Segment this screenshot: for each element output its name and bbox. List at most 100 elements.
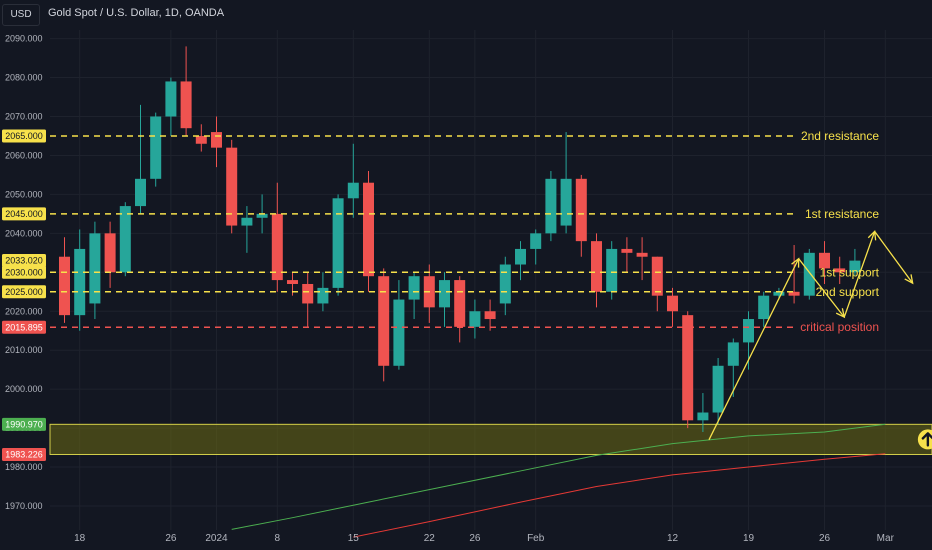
y-tick-label: 2000.000 [5, 384, 43, 394]
candle-body [195, 135, 207, 144]
candle-body [59, 256, 70, 316]
y-tick-label: 2050.000 [5, 189, 43, 199]
candle [803, 248, 815, 300]
candle-body [165, 81, 177, 117]
candle-body [74, 248, 86, 316]
candle-body [408, 276, 420, 300]
candle [195, 124, 207, 152]
candle [271, 182, 283, 292]
candle-body [651, 256, 663, 296]
candle [135, 104, 146, 214]
candle [788, 245, 800, 304]
x-tick-label: 19 [743, 533, 755, 544]
candle-body [819, 252, 830, 269]
candle-body [591, 241, 602, 292]
candle-body [636, 252, 648, 257]
candle-body [515, 248, 526, 265]
candle-body [135, 178, 146, 207]
candle-body [621, 248, 633, 253]
candle-body [758, 295, 770, 320]
candle-body [803, 252, 815, 296]
price-tag-text: 1983.226 [5, 450, 43, 460]
candle-body [241, 217, 253, 226]
level-label: 1st support [820, 265, 880, 279]
candle-body [530, 233, 542, 249]
price-tag: 2025.000 [2, 285, 46, 299]
candle-body [743, 319, 754, 343]
candle [651, 256, 663, 312]
x-axis: 182620248152226Feb121926Mar11 [74, 533, 894, 544]
arrow-shaft [874, 231, 914, 284]
candle-body [560, 178, 572, 226]
candle [332, 194, 344, 296]
candle-body [119, 206, 131, 273]
candle-body [150, 116, 162, 179]
candle-body [545, 178, 557, 234]
candle [378, 268, 390, 382]
candle [712, 357, 724, 425]
y-tick-label: 1980.000 [5, 462, 43, 472]
level-label: 1st resistance [805, 207, 879, 221]
candle-body [773, 291, 785, 296]
moving-average-slow [353, 453, 886, 538]
candle [530, 229, 542, 265]
candle-body [469, 311, 481, 327]
currency-selector[interactable]: USD [2, 4, 40, 26]
candle [682, 311, 694, 429]
price-tag-text: 2045.000 [5, 209, 43, 219]
x-tick-label: 8 [275, 533, 281, 544]
candle [347, 143, 359, 218]
y-tick-label: 2090.000 [5, 34, 43, 44]
x-tick-label: 26 [469, 533, 481, 544]
y-tick-label: 2040.000 [5, 228, 43, 238]
price-tag: 2030.000 [2, 265, 46, 279]
price-tag-box [2, 447, 46, 461]
candle [560, 132, 572, 234]
candle-body [89, 233, 101, 304]
candle [150, 112, 162, 187]
y-tick-label: 1970.000 [5, 501, 43, 511]
candle [317, 272, 329, 312]
candle [393, 280, 405, 370]
candle-body [256, 213, 268, 218]
candle-body [378, 276, 390, 366]
level-label: 2nd resistance [801, 129, 879, 143]
candle [180, 46, 192, 136]
candle [89, 221, 101, 320]
candle [165, 77, 177, 136]
candle-body [499, 264, 511, 304]
candle [408, 272, 420, 320]
candle-body [302, 283, 314, 304]
candle-body [712, 365, 724, 413]
y-tick-label: 2080.000 [5, 73, 43, 83]
candle-body [697, 412, 709, 421]
candle-body [271, 213, 283, 281]
candle [454, 276, 466, 343]
candle-body [788, 291, 800, 296]
level-1st-support: 1st support [50, 265, 880, 279]
candle-body [226, 147, 238, 226]
x-tick-label: 12 [667, 533, 679, 544]
price-tag-text: 2065.000 [5, 131, 43, 141]
price-tag: 1990.970 [2, 417, 46, 431]
x-tick-label: 26 [819, 533, 831, 544]
candle [667, 287, 678, 327]
chart-header: USD Gold Spot / U.S. Dollar, 1D, OANDA [0, 0, 932, 30]
candle [499, 256, 511, 316]
x-tick-label: 22 [424, 533, 436, 544]
candle-body [211, 132, 222, 148]
projection-arrow [708, 257, 800, 441]
candle [104, 221, 116, 288]
arrow-head [904, 274, 914, 285]
y-tick-label: 2070.000 [5, 112, 43, 122]
price-tag-box [2, 129, 46, 143]
arrow-shaft [708, 258, 800, 441]
price-tag-box [2, 285, 46, 299]
candle [606, 241, 618, 300]
candle [469, 299, 481, 339]
candle-body [484, 311, 496, 320]
candle [621, 237, 633, 273]
level-1st-resistance: 1st resistance [50, 207, 879, 221]
y-tick-label: 2060.000 [5, 150, 43, 160]
